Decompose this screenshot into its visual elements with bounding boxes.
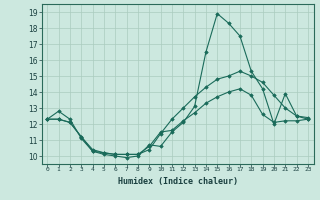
X-axis label: Humidex (Indice chaleur): Humidex (Indice chaleur) [118, 177, 237, 186]
